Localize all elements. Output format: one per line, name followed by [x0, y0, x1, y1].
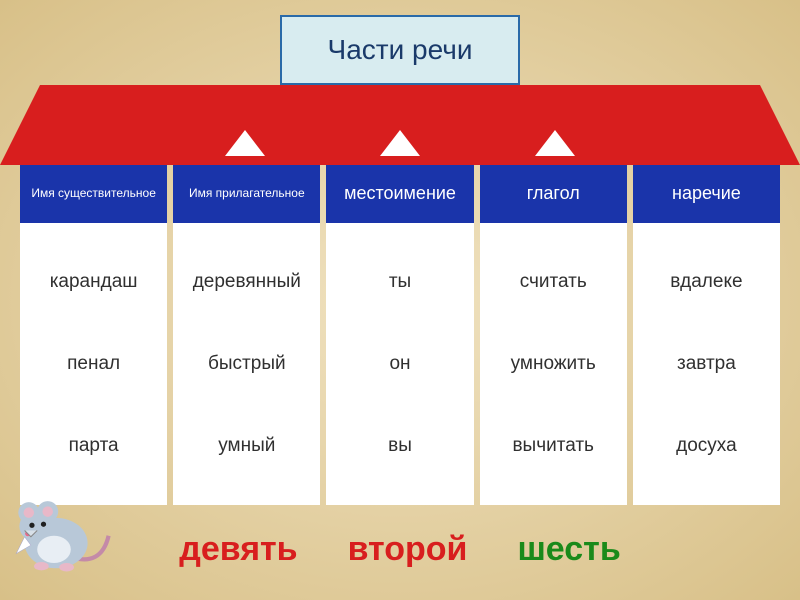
column-header: местоимение — [326, 165, 473, 223]
column-noun: Имя существительное карандаш пенал парта — [20, 165, 167, 505]
column-body: деревянный быстрый умный — [173, 223, 320, 505]
slide-stage: Части речи Имя существительное карандаш … — [0, 0, 800, 600]
column-body: карандаш пенал парта — [20, 223, 167, 505]
word: он — [389, 353, 410, 375]
arrow-icon — [225, 130, 265, 156]
column-header: Имя прилагательное — [173, 165, 320, 223]
word: умный — [218, 435, 275, 457]
word: считать — [520, 271, 587, 293]
word: умножить — [511, 353, 596, 375]
column-body: вдалеке завтра досуха — [633, 223, 780, 505]
columns-container: Имя существительное карандаш пенал парта… — [20, 165, 780, 505]
arrow-icon — [535, 130, 575, 156]
word: карандаш — [50, 271, 138, 293]
column-header: Имя существительное — [20, 165, 167, 223]
title-box: Части речи — [280, 15, 520, 85]
bottom-words: девять второй шесть — [0, 530, 800, 569]
word: досуха — [676, 435, 737, 457]
column-body: ты он вы — [326, 223, 473, 505]
bottom-word: второй — [348, 530, 468, 569]
word: парта — [69, 435, 119, 457]
column-adjective: Имя прилагательное деревянный быстрый ум… — [173, 165, 320, 505]
column-header: наречие — [633, 165, 780, 223]
word: деревянный — [193, 271, 301, 293]
word: быстрый — [208, 353, 286, 375]
column-pronoun: местоимение ты он вы — [326, 165, 473, 505]
word: вычитать — [512, 435, 594, 457]
column-body: считать умножить вычитать — [480, 223, 627, 505]
column-header: глагол — [480, 165, 627, 223]
word: вдалеке — [670, 271, 742, 293]
bottom-word: шесть — [517, 530, 620, 569]
arrow-icon — [380, 130, 420, 156]
column-adverb: наречие вдалеке завтра досуха — [633, 165, 780, 505]
mouse-icon — [12, 478, 117, 583]
word: вы — [388, 435, 412, 457]
bottom-word: девять — [179, 530, 297, 569]
word: завтра — [677, 353, 736, 375]
title-text: Части речи — [328, 34, 473, 66]
column-verb: глагол считать умножить вычитать — [480, 165, 627, 505]
word: пенал — [67, 353, 120, 375]
word: ты — [389, 271, 411, 293]
